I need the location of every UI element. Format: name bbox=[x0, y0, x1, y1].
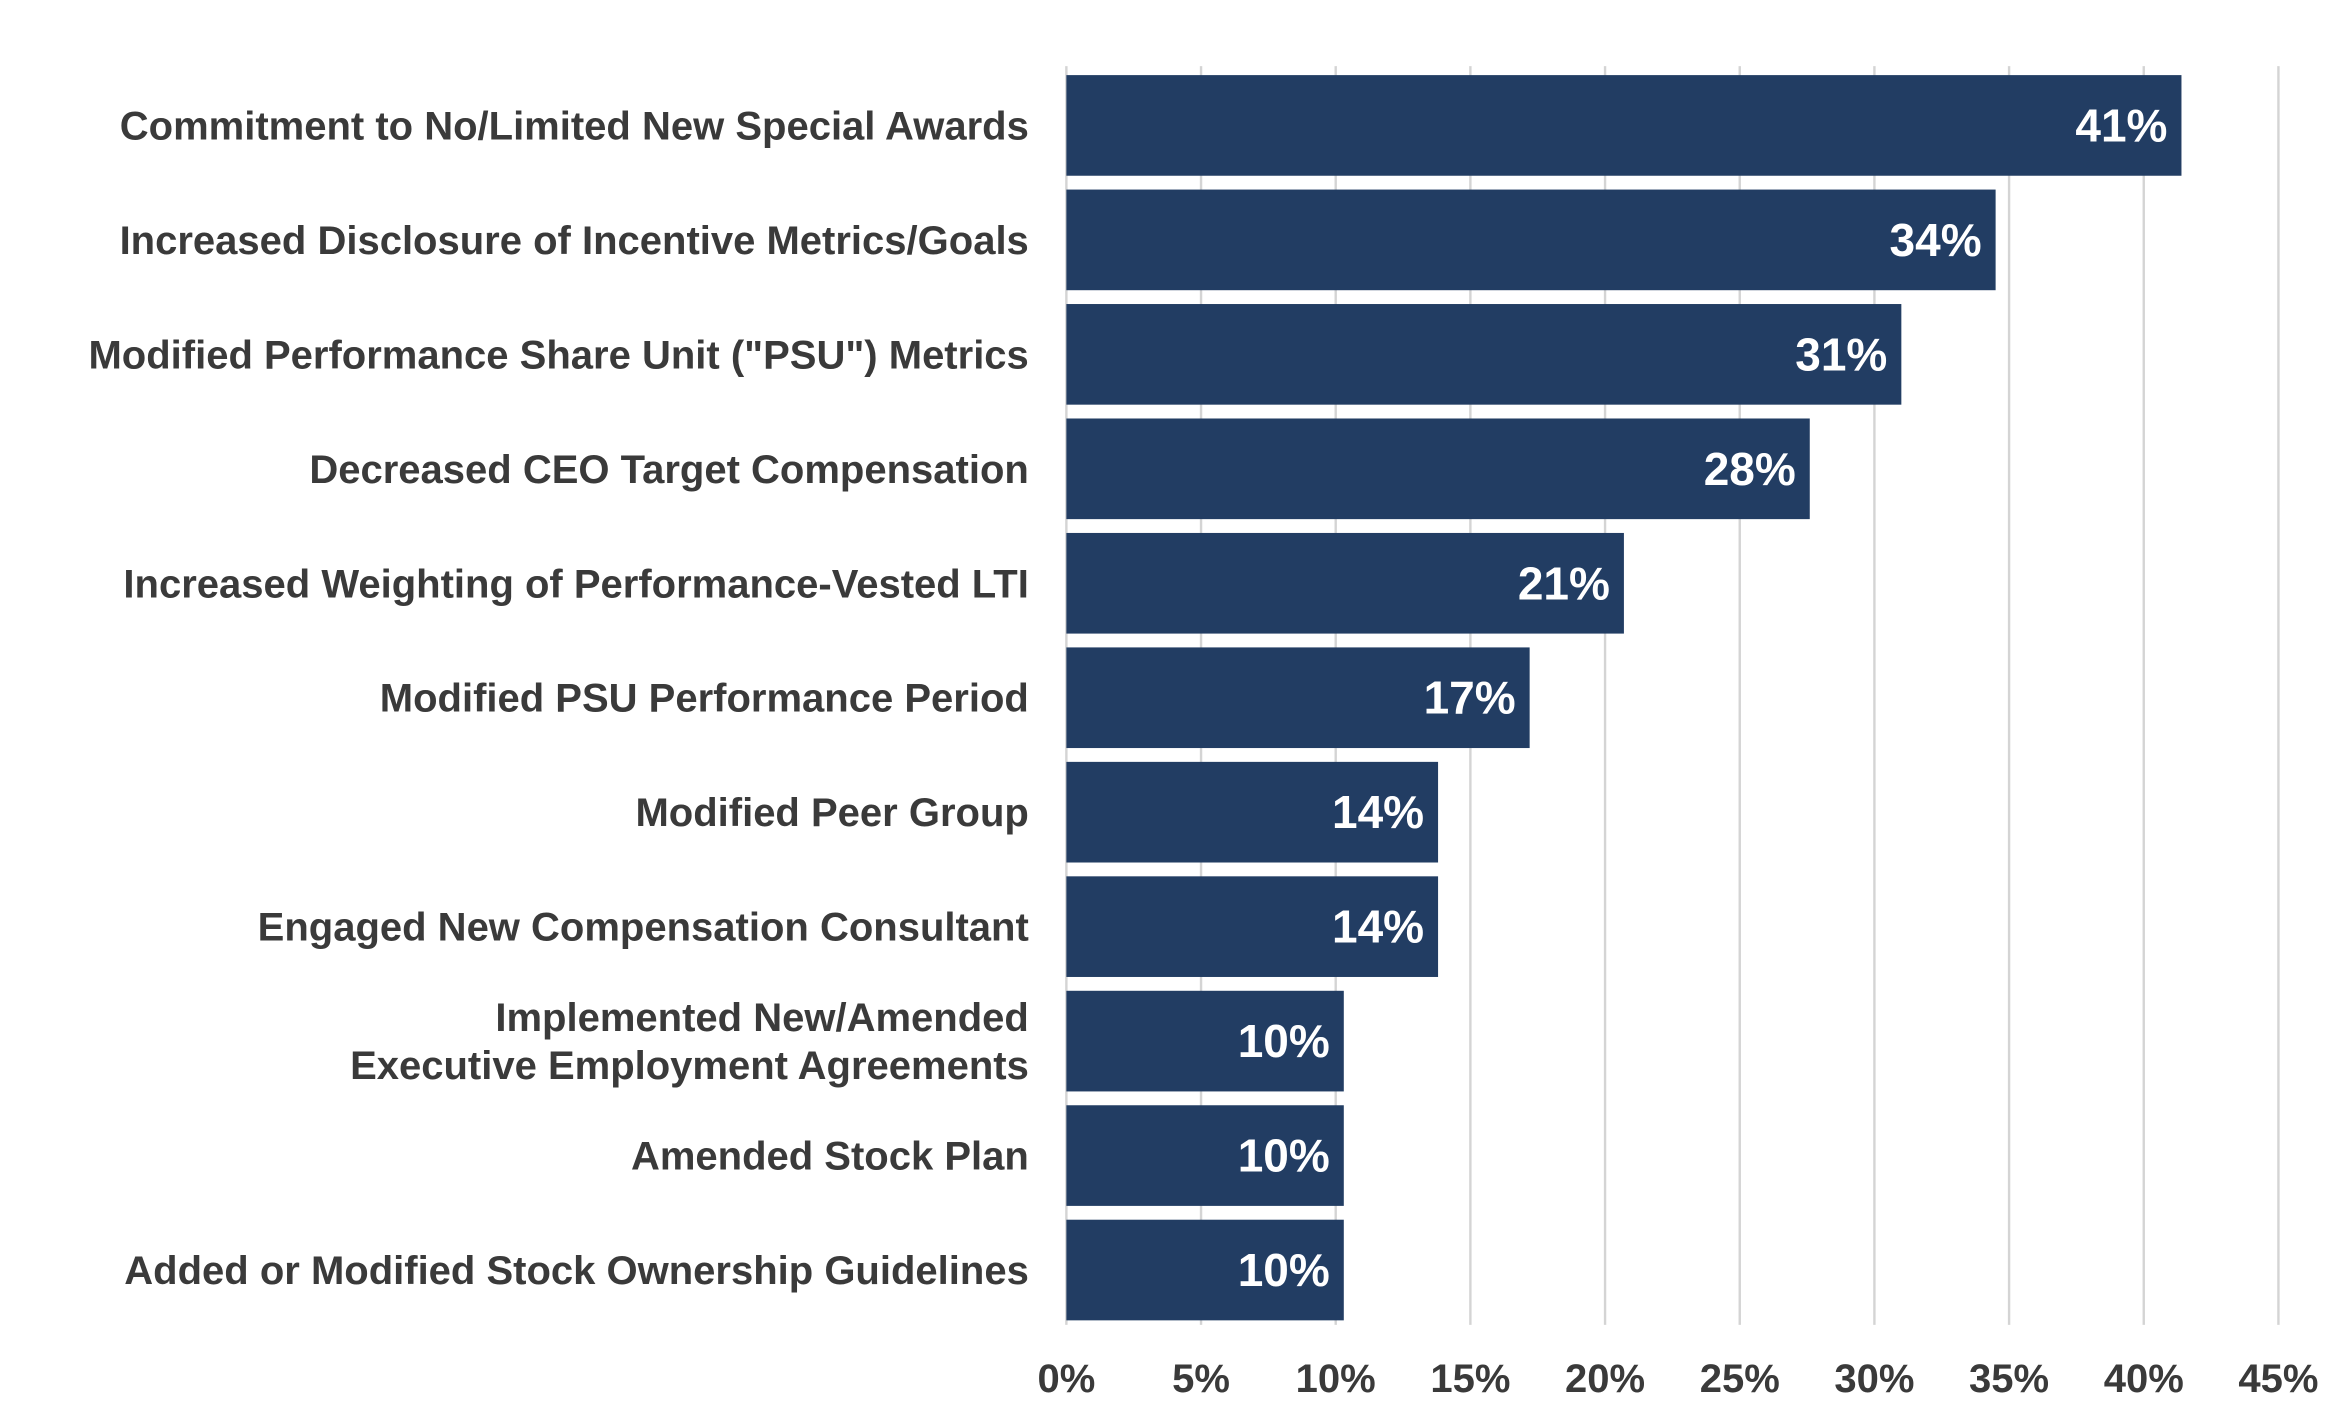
bar bbox=[1066, 990, 1344, 1092]
bar bbox=[1066, 1219, 1344, 1321]
category-label-line: Increased Weighting of Performance-Veste… bbox=[123, 562, 1028, 606]
category-label: Commitment to No/Limited New Special Awa… bbox=[120, 104, 1029, 148]
data-label: 28% bbox=[1704, 443, 1796, 495]
category-label-line: Executive Employment Agreements bbox=[350, 1044, 1029, 1088]
category-label-line: Modified PSU Performance Period bbox=[380, 677, 1029, 721]
category-label: Amended Stock Plan bbox=[631, 1135, 1029, 1179]
category-labels: Commitment to No/Limited New Special Awa… bbox=[88, 104, 1028, 1293]
bar bbox=[1066, 304, 1902, 405]
data-label: 41% bbox=[2075, 99, 2167, 151]
category-label: Modified PSU Performance Period bbox=[380, 677, 1029, 721]
category-label: Implemented New/Amended Executive Employm… bbox=[350, 996, 1029, 1088]
data-label: 10% bbox=[1238, 1015, 1330, 1067]
data-label: 14% bbox=[1332, 786, 1424, 838]
bar bbox=[1066, 532, 1624, 634]
x-tick-label: 0% bbox=[1037, 1357, 1095, 1401]
bar bbox=[1066, 647, 1530, 749]
category-label-line: Added or Modified Stock Ownership Guidel… bbox=[124, 1249, 1029, 1293]
category-label: Increased Weighting of Performance-Veste… bbox=[123, 562, 1028, 606]
category-label-line: Decreased CEO Target Compensation bbox=[309, 448, 1028, 492]
category-label: Increased Disclosure of Incentive Metric… bbox=[120, 219, 1029, 263]
category-label-line: Engaged New Compensation Consultant bbox=[258, 906, 1029, 950]
data-label: 31% bbox=[1795, 328, 1887, 380]
category-label-line: Modified Peer Group bbox=[635, 791, 1028, 835]
x-tick-label: 45% bbox=[2238, 1357, 2318, 1401]
bar bbox=[1066, 876, 1439, 977]
category-label-line: Increased Disclosure of Incentive Metric… bbox=[120, 219, 1029, 263]
data-label: 34% bbox=[1890, 214, 1982, 266]
x-tick-label: 5% bbox=[1172, 1357, 1230, 1401]
bars: 41% 34% 31% 28% 21% 17% 14% 14% 10% 10% 10% bbox=[1066, 75, 2182, 1321]
x-tick-label: 30% bbox=[1834, 1357, 1914, 1401]
category-label: Modified Performance Share Unit ("PSU") … bbox=[88, 333, 1028, 377]
bar bbox=[1066, 761, 1439, 863]
category-label-line: Modified Performance Share Unit ("PSU") … bbox=[88, 333, 1028, 377]
bar bbox=[1066, 418, 1810, 520]
bar bbox=[1066, 189, 1996, 291]
category-label: Engaged New Compensation Consultant bbox=[258, 906, 1029, 950]
x-tick-label: 40% bbox=[2104, 1357, 2184, 1401]
category-label: Modified Peer Group bbox=[635, 791, 1028, 835]
data-label: 21% bbox=[1518, 557, 1610, 609]
bar bbox=[1066, 75, 2182, 176]
data-label: 14% bbox=[1332, 901, 1424, 953]
x-axis-ticks: 0% 5% 10% 15% 20% 25% 30% 35% 40% 45% bbox=[1037, 1357, 2318, 1401]
x-tick-label: 10% bbox=[1296, 1357, 1376, 1401]
bar bbox=[1066, 1105, 1344, 1206]
x-tick-label: 25% bbox=[1700, 1357, 1780, 1401]
category-label-line: Commitment to No/Limited New Special Awa… bbox=[120, 104, 1029, 148]
data-label: 10% bbox=[1238, 1130, 1330, 1182]
x-tick-label: 15% bbox=[1430, 1357, 1510, 1401]
data-label: 10% bbox=[1238, 1244, 1330, 1296]
category-label-line: Implemented New/Amended bbox=[495, 996, 1028, 1040]
data-label: 17% bbox=[1424, 672, 1516, 724]
x-tick-label: 20% bbox=[1565, 1357, 1645, 1401]
category-label: Added or Modified Stock Ownership Guidel… bbox=[124, 1249, 1029, 1293]
category-label-line: Amended Stock Plan bbox=[631, 1135, 1029, 1179]
category-label: Decreased CEO Target Compensation bbox=[309, 448, 1028, 492]
x-tick-label: 35% bbox=[1969, 1357, 2049, 1401]
